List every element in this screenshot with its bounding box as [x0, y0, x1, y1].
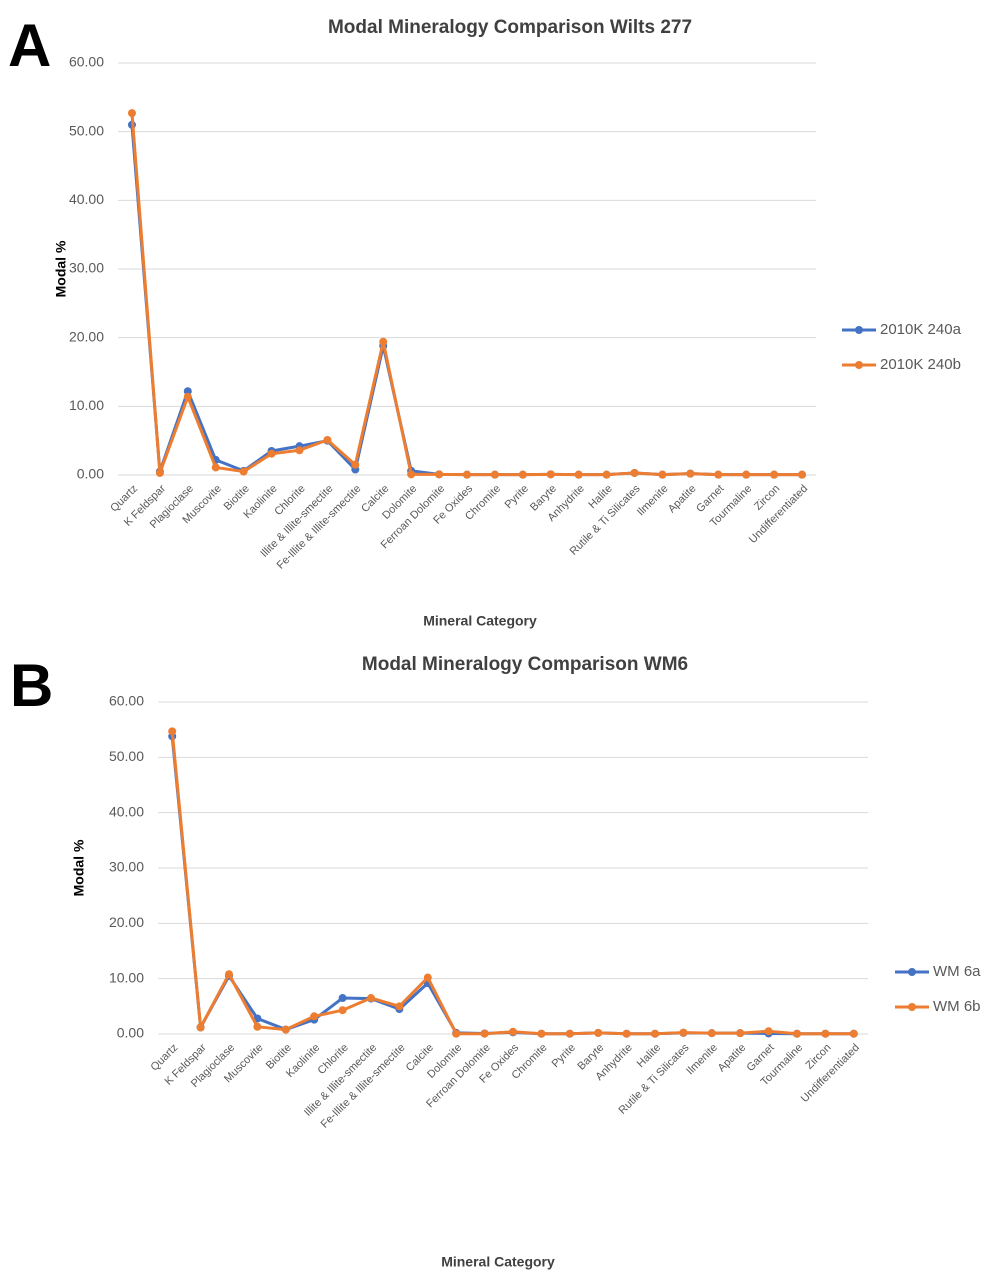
- data-point: [821, 1029, 830, 1038]
- data-point: [686, 469, 695, 478]
- x-tick-label: Apatite: [666, 483, 699, 516]
- data-point: [463, 470, 471, 479]
- series-line: [170, 736, 854, 1036]
- data-point: [546, 470, 555, 479]
- legend-marker: [855, 361, 863, 369]
- y-axis-label: Modal %: [71, 839, 87, 896]
- data-point: [565, 1029, 574, 1038]
- y-tick-label: 10.00: [69, 397, 104, 413]
- data-point: [379, 337, 388, 346]
- data-point: [183, 392, 192, 401]
- data-point: [594, 1028, 603, 1037]
- data-point: [127, 109, 136, 118]
- data-point: [351, 460, 360, 469]
- legend-label: 2010K 240b: [880, 356, 961, 373]
- data-point: [310, 1012, 319, 1021]
- data-point: [793, 1029, 801, 1038]
- data-point: [537, 1029, 546, 1038]
- chart-title: Modal Mineralogy Comparison WM6: [362, 654, 688, 675]
- data-point: [338, 994, 347, 1003]
- y-tick-label: 60.00: [69, 54, 104, 70]
- data-point: [239, 467, 248, 476]
- data-point: [574, 470, 583, 479]
- series-line: [170, 731, 854, 1036]
- y-tick-label: 40.00: [109, 803, 144, 819]
- data-point: [367, 994, 375, 1003]
- data-point: [622, 1029, 631, 1038]
- data-point: [764, 1027, 773, 1036]
- x-tick-label: Apatite: [716, 1042, 749, 1075]
- data-point: [602, 470, 611, 479]
- series-line: [130, 124, 803, 477]
- data-point: [253, 1022, 262, 1031]
- data-point: [168, 727, 177, 736]
- y-tick-label: 40.00: [69, 191, 104, 207]
- data-point: [658, 470, 667, 479]
- data-point: [338, 1006, 347, 1015]
- y-tick-label: 20.00: [109, 914, 144, 930]
- data-point: [267, 449, 276, 458]
- data-point: [651, 1029, 659, 1038]
- x-tick-label: Ilmenite: [635, 483, 671, 519]
- x-tick-label: Pyrite: [550, 1042, 578, 1070]
- y-tick-label: 30.00: [109, 859, 144, 875]
- data-point: [798, 470, 807, 479]
- data-point: [225, 970, 233, 979]
- data-point: [183, 387, 192, 396]
- y-tick-label: 50.00: [109, 748, 144, 764]
- y-tick-label: 50.00: [69, 122, 104, 138]
- data-point: [736, 1029, 745, 1038]
- y-tick-label: 60.00: [109, 693, 144, 709]
- legend-marker: [908, 968, 916, 976]
- data-point: [770, 470, 779, 479]
- data-point: [323, 435, 332, 444]
- data-point: [679, 1028, 688, 1037]
- data-point: [395, 1002, 404, 1011]
- data-point: [452, 1029, 461, 1038]
- y-axis-label: Modal %: [53, 240, 69, 297]
- data-point: [714, 470, 723, 479]
- data-point: [407, 470, 416, 479]
- data-point: [509, 1027, 517, 1036]
- data-point: [281, 1025, 290, 1034]
- data-point: [155, 468, 164, 477]
- data-point: [211, 463, 220, 472]
- x-tick-label: Pyrite: [503, 483, 531, 511]
- data-point: [518, 470, 527, 479]
- data-point: [849, 1029, 858, 1038]
- panel-label: A: [8, 12, 51, 79]
- data-point: [480, 1029, 489, 1038]
- series-line: [130, 113, 803, 477]
- data-point: [742, 470, 751, 479]
- x-axis-label: Mineral Category: [441, 1254, 555, 1270]
- data-point: [707, 1029, 716, 1038]
- data-point: [295, 446, 304, 455]
- legend-label: 2010K 240a: [880, 321, 962, 338]
- legend-label: WM 6a: [933, 963, 981, 980]
- y-tick-label: 0.00: [117, 1025, 144, 1041]
- y-tick-label: 10.00: [109, 969, 144, 985]
- data-point: [196, 1023, 205, 1032]
- x-axis-label: Mineral Category: [423, 613, 537, 629]
- data-point: [630, 468, 639, 477]
- data-point: [423, 973, 432, 982]
- data-point: [490, 470, 499, 479]
- y-tick-label: 20.00: [69, 328, 104, 344]
- y-tick-label: 30.00: [69, 260, 104, 276]
- panel-label: B: [10, 652, 53, 719]
- legend-marker: [908, 1003, 916, 1011]
- legend-marker: [855, 326, 863, 334]
- chart-title: Modal Mineralogy Comparison Wilts 277: [328, 17, 692, 38]
- legend-label: WM 6b: [933, 998, 981, 1015]
- y-tick-label: 0.00: [77, 466, 104, 482]
- x-tick-label: Ilmenite: [684, 1042, 720, 1078]
- data-point: [435, 470, 444, 479]
